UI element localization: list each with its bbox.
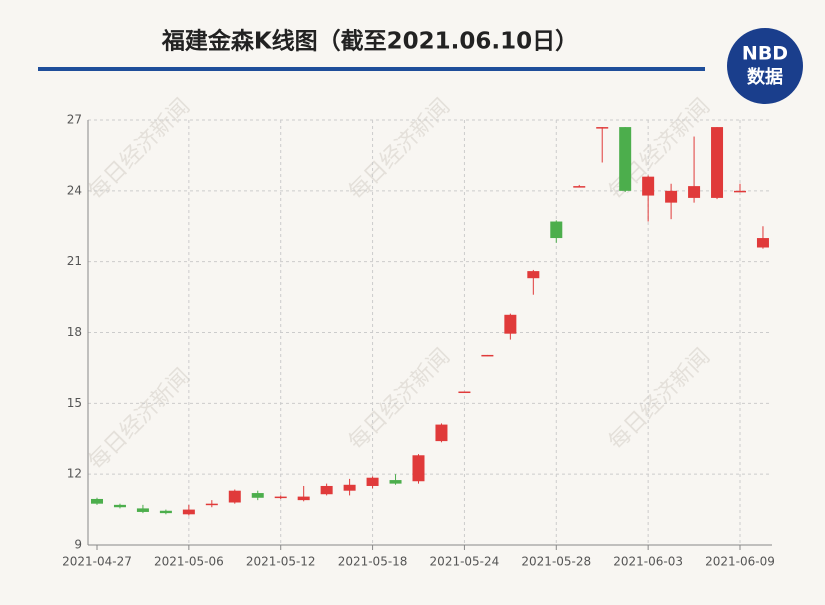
candle-body <box>412 455 425 482</box>
candle-body <box>320 485 333 495</box>
candle-body <box>596 127 609 129</box>
candle-body <box>481 354 494 357</box>
candle-body <box>389 480 402 484</box>
logo-text: NBD <box>742 43 788 65</box>
candle-body <box>228 490 241 503</box>
y-tick-label: 18 <box>67 325 82 339</box>
candle-body <box>251 493 264 498</box>
title-underline <box>38 67 705 71</box>
chart-title: 福建金森K线图（截至2021.06.10日） <box>161 28 578 55</box>
x-tick-label: 2021-06-09 <box>705 555 775 569</box>
y-tick-label: 15 <box>67 396 82 410</box>
y-tick-label: 21 <box>67 254 82 268</box>
x-tick-label: 2021-05-18 <box>338 555 408 569</box>
candle-body <box>159 510 172 514</box>
candle-body <box>734 190 746 193</box>
candle-body <box>458 391 471 394</box>
candle-body <box>711 127 724 198</box>
y-tick-label: 12 <box>67 467 82 481</box>
logo <box>727 28 803 104</box>
candle-body <box>274 496 287 499</box>
candle-body <box>527 271 540 279</box>
candle-body <box>343 484 356 491</box>
candle-body <box>688 186 701 198</box>
candle-body <box>573 186 586 188</box>
candle-body <box>136 508 149 512</box>
candle-body <box>182 509 195 515</box>
x-tick-label: 2021-05-24 <box>430 555 500 569</box>
candle-body <box>642 176 655 196</box>
x-tick-label: 2021-04-27 <box>62 555 132 569</box>
logo-text: 数据 <box>747 66 783 88</box>
x-tick-label: 2021-05-06 <box>154 555 224 569</box>
candle-body <box>550 221 563 239</box>
candle-body <box>665 190 678 203</box>
y-tick-label: 9 <box>74 538 82 552</box>
candle-body <box>297 496 310 501</box>
x-tick-label: 2021-05-28 <box>521 555 591 569</box>
candle-body <box>619 127 632 191</box>
candle-body <box>205 503 218 506</box>
candle-body <box>756 238 769 248</box>
candle-body <box>366 477 379 486</box>
candle-body <box>91 498 103 504</box>
x-tick-label: 2021-05-12 <box>246 555 316 569</box>
candle-body <box>113 504 126 508</box>
x-tick-label: 2021-06-03 <box>613 555 683 569</box>
y-tick-label: 27 <box>67 113 82 127</box>
y-tick-label: 24 <box>67 183 82 197</box>
candle-body <box>504 314 517 334</box>
candle-body <box>435 424 448 442</box>
